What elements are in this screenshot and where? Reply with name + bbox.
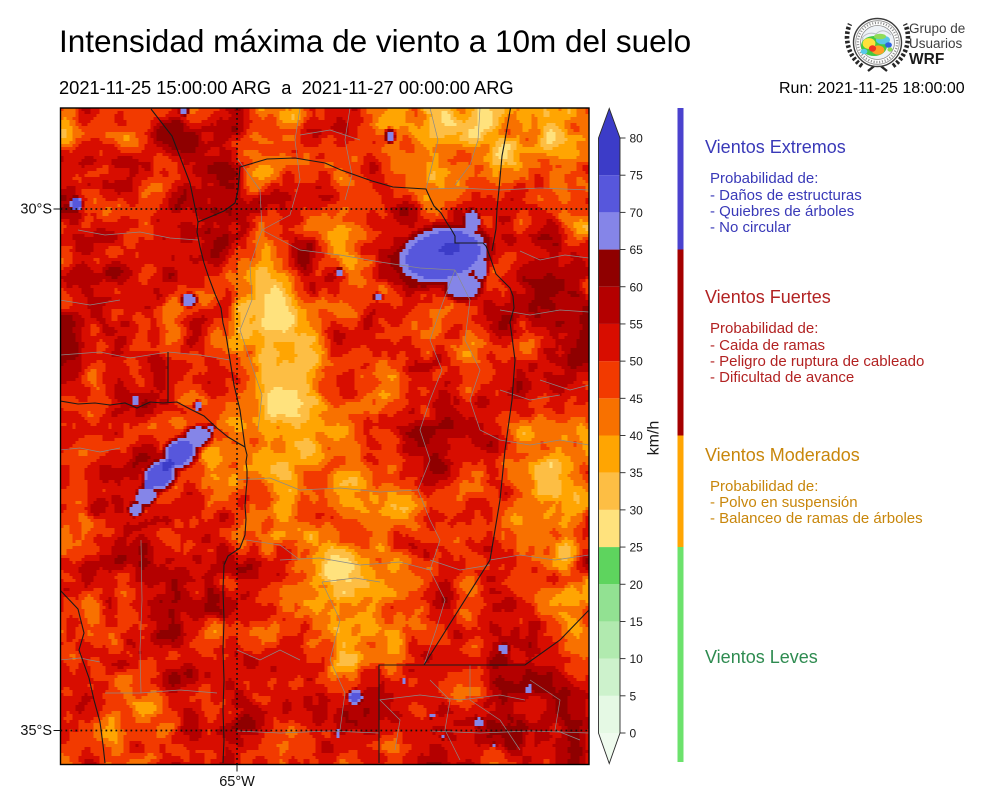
svg-text:65°W: 65°W xyxy=(219,774,255,790)
svg-text:- Quiebres de árboles: - Quiebres de árboles xyxy=(710,203,854,220)
svg-text:30: 30 xyxy=(630,503,644,517)
svg-text:Usuarios: Usuarios xyxy=(909,36,963,51)
svg-text:60: 60 xyxy=(630,280,644,294)
svg-text:- Daños de estructuras: - Daños de estructuras xyxy=(710,187,862,204)
svg-text:45: 45 xyxy=(630,392,644,406)
svg-text:- Dificultad de avance: - Dificultad de avance xyxy=(710,369,854,386)
svg-text:km/h: km/h xyxy=(646,421,663,456)
svg-text:- Balanceo de ramas de árboles: - Balanceo de ramas de árboles xyxy=(710,510,923,527)
svg-text:Run: 2021-11-25 18:00:00: Run: 2021-11-25 18:00:00 xyxy=(779,80,965,97)
svg-text:35°S: 35°S xyxy=(20,723,52,739)
svg-text:Vientos Moderados: Vientos Moderados xyxy=(705,445,860,465)
svg-text:Probabilidad de:: Probabilidad de: xyxy=(710,478,818,495)
svg-text:- Caida de ramas: - Caida de ramas xyxy=(710,337,825,354)
svg-text:55: 55 xyxy=(630,317,644,331)
svg-text:35: 35 xyxy=(630,466,644,480)
svg-text:50: 50 xyxy=(630,355,644,369)
svg-text:- Polvo en suspensión: - Polvo en suspensión xyxy=(710,494,858,511)
svg-text:65: 65 xyxy=(630,243,644,257)
svg-text:80: 80 xyxy=(630,132,644,146)
svg-text:Probabilidad de:: Probabilidad de: xyxy=(710,320,818,337)
svg-text:40: 40 xyxy=(630,429,644,443)
svg-text:0: 0 xyxy=(630,727,637,741)
svg-text:25: 25 xyxy=(630,541,644,555)
svg-text:Intensidad máxima de viento a: Intensidad máxima de viento a 10m del su… xyxy=(59,23,691,59)
svg-text:15: 15 xyxy=(630,615,644,629)
svg-text:Grupo de: Grupo de xyxy=(909,21,965,36)
svg-text:70: 70 xyxy=(630,206,644,220)
svg-text:2021-11-25 15:00:00 ARG a 20: 2021-11-25 15:00:00 ARG a 2021-11-27 00:… xyxy=(59,77,514,98)
svg-text:WRF: WRF xyxy=(909,51,944,68)
svg-text:- No circular: - No circular xyxy=(710,219,791,236)
svg-text:Vientos Leves: Vientos Leves xyxy=(705,647,818,667)
svg-text:- Peligro de ruptura de cablea: - Peligro de ruptura de cableado xyxy=(710,353,924,370)
svg-text:Vientos Fuertes: Vientos Fuertes xyxy=(705,287,831,307)
svg-text:30°S: 30°S xyxy=(20,202,52,218)
svg-text:Vientos Extremos: Vientos Extremos xyxy=(705,137,846,157)
svg-text:10: 10 xyxy=(630,652,644,666)
svg-text:Probabilidad de:: Probabilidad de: xyxy=(710,170,818,187)
svg-text:75: 75 xyxy=(630,169,644,183)
svg-text:20: 20 xyxy=(630,578,644,592)
svg-text:5: 5 xyxy=(630,689,637,703)
